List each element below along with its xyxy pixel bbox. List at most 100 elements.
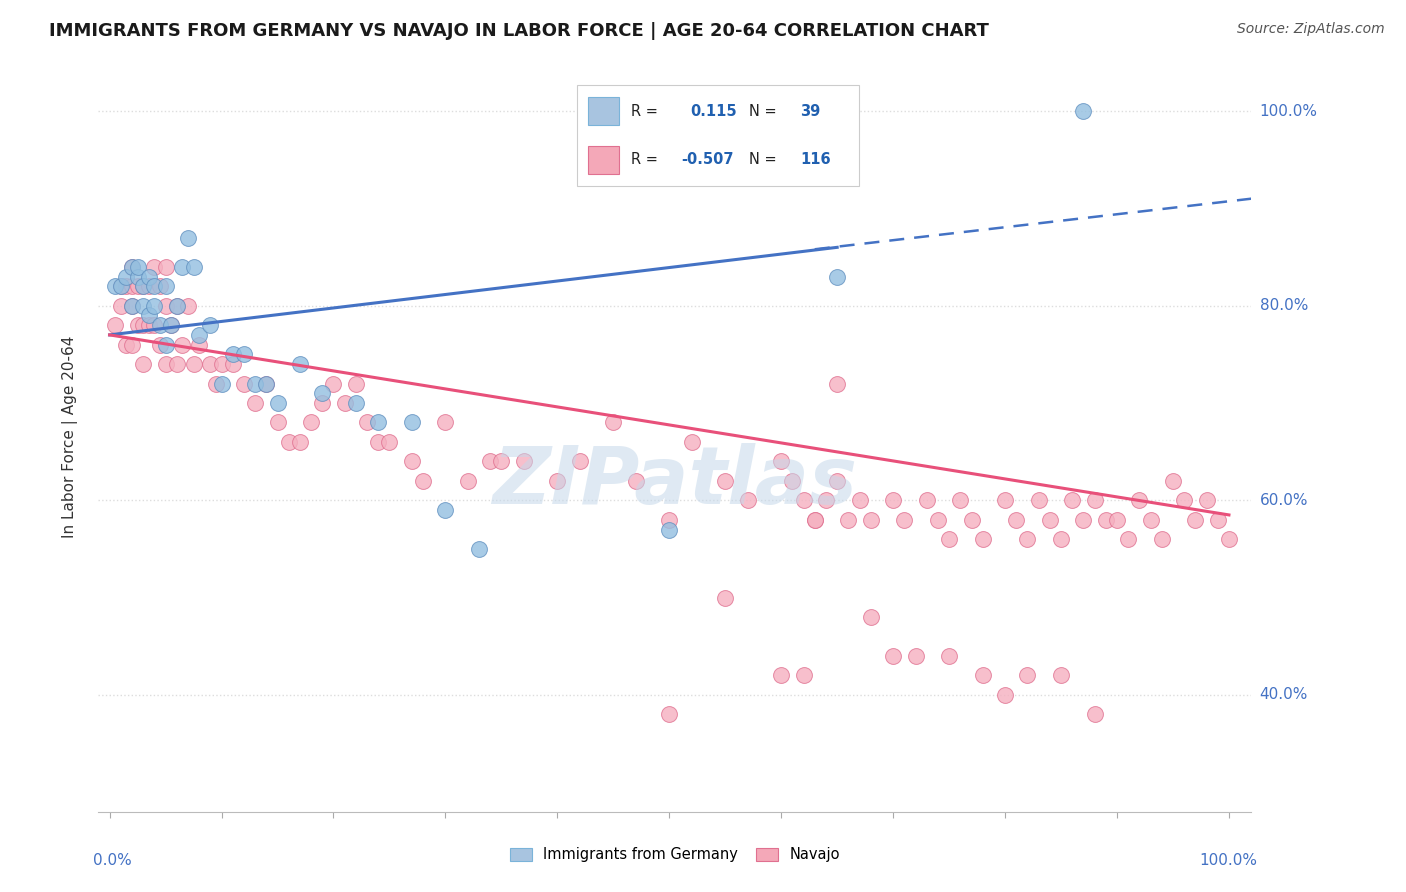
Point — [121, 299, 143, 313]
Point — [793, 493, 815, 508]
Point — [277, 434, 299, 449]
Point — [188, 337, 211, 351]
Point — [1017, 533, 1039, 547]
Text: Source: ZipAtlas.com: Source: ZipAtlas.com — [1237, 22, 1385, 37]
Point — [602, 416, 624, 430]
Point — [143, 260, 166, 274]
Point — [138, 279, 160, 293]
Point — [121, 337, 143, 351]
Point — [513, 454, 536, 468]
Point — [714, 474, 737, 488]
Point — [222, 347, 245, 361]
Point — [1139, 513, 1161, 527]
Point — [211, 376, 233, 391]
Point — [804, 513, 827, 527]
Point — [299, 416, 322, 430]
Text: IMMIGRANTS FROM GERMANY VS NAVAJO IN LABOR FORCE | AGE 20-64 CORRELATION CHART: IMMIGRANTS FROM GERMANY VS NAVAJO IN LAB… — [49, 22, 988, 40]
Point — [183, 357, 205, 371]
Point — [104, 279, 127, 293]
Point — [367, 416, 389, 430]
Point — [138, 269, 160, 284]
Point — [254, 376, 277, 391]
Point — [149, 337, 172, 351]
Point — [172, 337, 194, 351]
Point — [882, 493, 904, 508]
Point — [1150, 533, 1173, 547]
Point — [121, 260, 143, 274]
Point — [782, 474, 804, 488]
Point — [115, 279, 138, 293]
Point — [859, 610, 882, 624]
Point — [155, 279, 177, 293]
Point — [624, 474, 647, 488]
Point — [200, 318, 222, 333]
Point — [468, 541, 491, 556]
Point — [172, 260, 194, 274]
Point — [814, 493, 837, 508]
Point — [1050, 668, 1073, 682]
Point — [121, 299, 143, 313]
Point — [1039, 513, 1062, 527]
Point — [138, 318, 160, 333]
Point — [115, 269, 138, 284]
Point — [1128, 493, 1150, 508]
Point — [127, 279, 149, 293]
Point — [658, 707, 681, 722]
Point — [132, 357, 155, 371]
Point — [1095, 513, 1118, 527]
Legend: Immigrants from Germany, Navajo: Immigrants from Germany, Navajo — [505, 841, 845, 868]
Point — [994, 493, 1017, 508]
Point — [1173, 493, 1195, 508]
Point — [793, 668, 815, 682]
Point — [915, 493, 938, 508]
Point — [770, 668, 793, 682]
Point — [160, 318, 183, 333]
Point — [1084, 707, 1107, 722]
Text: 100.0%: 100.0% — [1260, 103, 1317, 119]
Point — [1105, 513, 1128, 527]
Point — [110, 299, 132, 313]
Point — [104, 318, 127, 333]
Point — [115, 337, 138, 351]
Point — [568, 454, 591, 468]
Point — [166, 299, 188, 313]
Point — [110, 279, 132, 293]
Text: 100.0%: 100.0% — [1199, 853, 1257, 868]
Point — [378, 434, 401, 449]
Point — [188, 327, 211, 342]
Point — [848, 493, 870, 508]
Point — [401, 454, 423, 468]
Point — [1195, 493, 1218, 508]
Point — [491, 454, 513, 468]
Y-axis label: In Labor Force | Age 20-64: In Labor Force | Age 20-64 — [62, 336, 77, 538]
Point — [166, 299, 188, 313]
Point — [714, 591, 737, 605]
Point — [1073, 513, 1095, 527]
Point — [927, 513, 949, 527]
Point — [288, 357, 311, 371]
Point — [183, 260, 205, 274]
Point — [1005, 513, 1028, 527]
Point — [412, 474, 434, 488]
Point — [949, 493, 972, 508]
Point — [132, 279, 155, 293]
Point — [155, 299, 177, 313]
Text: 0.0%: 0.0% — [93, 853, 131, 868]
Point — [266, 416, 288, 430]
Point — [311, 396, 333, 410]
Point — [254, 376, 277, 391]
Point — [1028, 493, 1050, 508]
Point — [1184, 513, 1206, 527]
Point — [859, 513, 882, 527]
Point — [200, 357, 222, 371]
Text: 60.0%: 60.0% — [1260, 493, 1308, 508]
Point — [344, 396, 367, 410]
Point — [367, 434, 389, 449]
Point — [333, 396, 356, 410]
Point — [994, 688, 1017, 702]
Point — [1218, 533, 1240, 547]
Point — [155, 357, 177, 371]
Point — [266, 396, 288, 410]
Point — [149, 318, 172, 333]
Point — [177, 230, 200, 244]
